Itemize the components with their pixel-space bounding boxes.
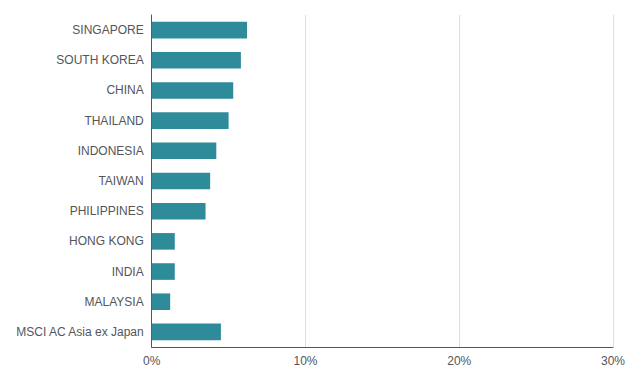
svg-text:0%: 0%: [143, 354, 161, 368]
svg-text:HONG KONG: HONG KONG: [69, 234, 144, 248]
svg-text:CHINA: CHINA: [106, 83, 143, 97]
svg-text:INDIA: INDIA: [112, 265, 144, 279]
svg-text:TAIWAN: TAIWAN: [98, 174, 143, 188]
svg-text:SINGAPORE: SINGAPORE: [72, 23, 143, 37]
svg-text:10%: 10%: [293, 354, 317, 368]
svg-text:INDONESIA: INDONESIA: [78, 144, 144, 158]
svg-text:MSCI AC Asia ex Japan: MSCI AC Asia ex Japan: [16, 325, 143, 339]
svg-text:MALAYSIA: MALAYSIA: [85, 295, 144, 309]
svg-text:SOUTH KOREA: SOUTH KOREA: [56, 53, 143, 67]
svg-text:30%: 30%: [601, 354, 625, 368]
svg-text:PHILIPPINES: PHILIPPINES: [70, 204, 144, 218]
svg-text:THAILAND: THAILAND: [84, 114, 144, 128]
svg-text:20%: 20%: [447, 354, 471, 368]
